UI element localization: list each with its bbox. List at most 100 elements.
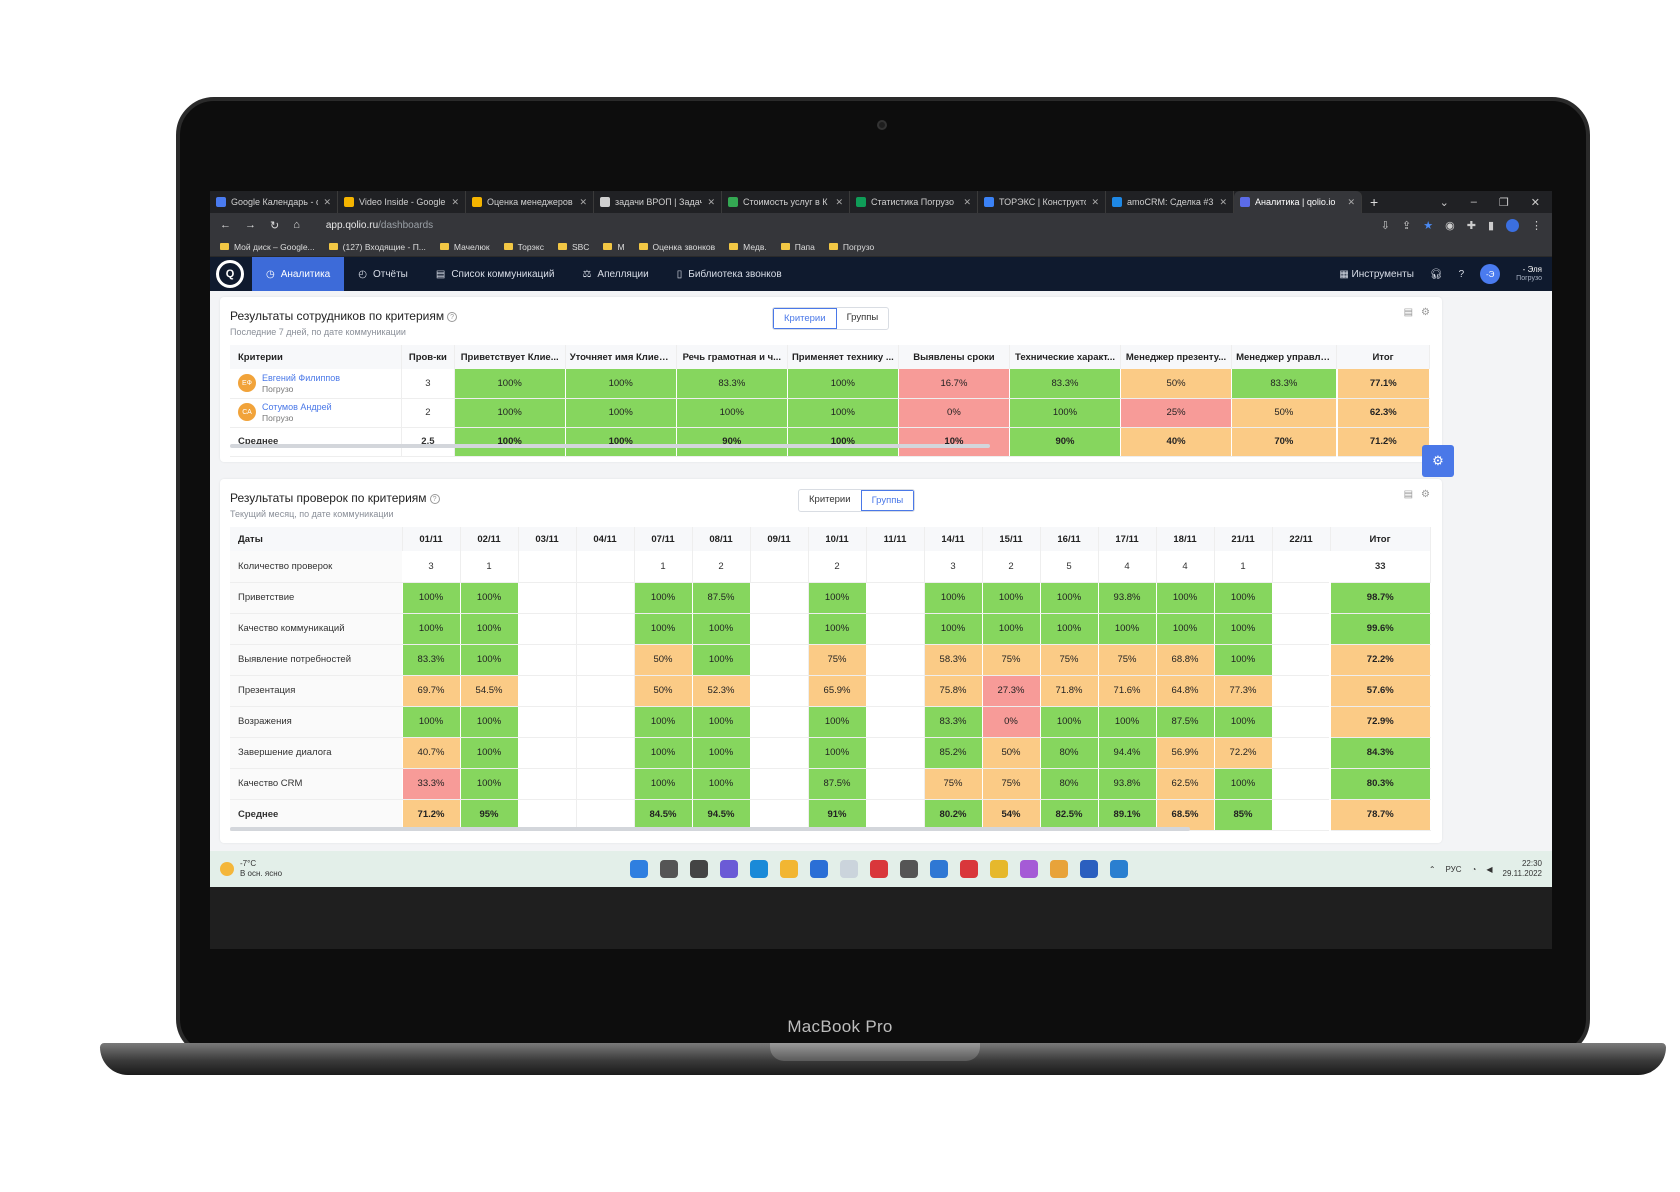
score-cell[interactable]: 72.2% [1214,737,1273,769]
taskbar-app-icon[interactable] [900,860,918,878]
column-header[interactable]: Выявлены сроки [898,345,1010,369]
browser-tab[interactable]: задачи ВРОП | Задач ✕ [594,191,722,213]
score-cell[interactable]: 50% [634,644,693,676]
column-header[interactable]: Критерии [230,345,403,369]
date-header[interactable]: 01/11 [402,527,461,551]
tab-close-icon[interactable]: ✕ [963,196,971,207]
score-cell[interactable]: 100% [808,706,867,738]
qolio-logo[interactable]: Q [216,260,244,288]
nav-item[interactable]: ⚖ Апелляции [568,257,662,291]
score-cell[interactable]: 87.5% [692,582,751,614]
tab-close-icon[interactable]: ✕ [451,196,459,207]
score-cell[interactable]: 100% [1040,613,1099,645]
score-cell[interactable]: 100% [1214,582,1273,614]
bookmark-item[interactable]: Торэкс [503,242,544,252]
date-header[interactable]: 10/11 [808,527,867,551]
tray-lang[interactable]: РУС [1445,864,1462,874]
score-cell[interactable]: 100% [982,613,1041,645]
score-cell[interactable]: 100% [692,768,751,800]
tab-close-icon[interactable]: ✕ [1219,196,1227,207]
taskbar-app-icon[interactable] [840,860,858,878]
employee-name[interactable]: Сотумов Андрей [262,402,332,412]
score-cell[interactable]: 100% [454,369,566,399]
score-cell[interactable]: 85.2% [924,737,983,769]
score-cell[interactable]: 100% [1156,613,1215,645]
browser-tab[interactable]: Video Inside - Google ✕ [338,191,466,213]
taskbar-app-icon[interactable] [660,860,678,878]
restore-icon[interactable]: ❐ [1498,196,1509,209]
score-cell[interactable]: 75% [982,644,1041,676]
employee-cell[interactable]: ЕФ Евгений Филиппов Погрузо [230,369,403,399]
date-header[interactable]: 17/11 [1098,527,1157,551]
taskbar-app-icon[interactable] [1080,860,1098,878]
tools-link[interactable]: ▦ Инструменты [1339,269,1414,280]
score-cell[interactable]: 100% [402,582,461,614]
date-header[interactable]: 11/11 [866,527,925,551]
column-header[interactable]: Технические характ... [1009,345,1122,369]
score-cell[interactable]: 83.3% [924,706,983,738]
score-cell[interactable]: 50% [1120,369,1233,399]
browser-tab[interactable]: Аналитика | qolio.io ✕ [1234,191,1362,213]
floating-settings-button[interactable]: ⚙ [1422,445,1454,477]
score-cell[interactable]: 77.3% [1214,675,1273,707]
score-cell[interactable]: 100% [982,582,1041,614]
score-cell[interactable]: 100% [565,398,677,428]
nav-item[interactable]: ▤ Список коммуникаций [422,257,569,291]
tab-close-icon[interactable]: ✕ [707,196,715,207]
forward-icon[interactable]: → [245,219,256,231]
score-cell[interactable]: 100% [634,737,693,769]
taskbar-app-icon[interactable] [690,860,708,878]
bookmark-item[interactable]: SBC [557,242,589,252]
score-cell[interactable]: 95% [460,799,519,831]
column-header[interactable]: Итог [1336,345,1430,369]
score-cell[interactable]: 56.9% [1156,737,1215,769]
score-cell[interactable]: 27.3% [982,675,1041,707]
score-cell[interactable]: 80.2% [924,799,983,831]
url-field[interactable]: app.qolio.ru/dashboards [326,220,433,231]
taskbar-app-icon[interactable] [930,860,948,878]
score-cell[interactable]: 75.8% [924,675,983,707]
wifi-icon[interactable]: ◔ [1471,864,1477,874]
taskbar-app-icon[interactable] [1020,860,1038,878]
score-cell[interactable]: 69.7% [402,675,461,707]
score-cell[interactable]: 100% [1214,768,1273,800]
date-header[interactable]: 14/11 [924,527,983,551]
score-cell[interactable]: 16.7% [898,369,1010,399]
score-cell[interactable]: 80% [1040,737,1099,769]
weather-widget[interactable]: -7°C В осн. ясно [210,859,570,878]
toggle-groups[interactable]: Группы [860,490,915,511]
column-header[interactable]: Применяет технику ... [787,345,899,369]
score-cell[interactable]: 100% [1156,582,1215,614]
score-cell[interactable]: 75% [808,644,867,676]
score-cell[interactable]: 100% [460,644,519,676]
extension-icon[interactable]: ◉ [1445,219,1455,232]
score-cell[interactable]: 93.8% [1098,582,1157,614]
score-cell[interactable]: 0% [982,706,1041,738]
score-cell[interactable]: 89.1% [1098,799,1157,831]
score-cell[interactable]: 71.6% [1098,675,1157,707]
score-cell[interactable]: 52.3% [692,675,751,707]
close-window-icon[interactable]: ✕ [1530,196,1540,209]
column-header[interactable]: Пров-ки [401,345,455,369]
score-cell[interactable]: 100% [924,582,983,614]
score-cell[interactable]: 54.5% [460,675,519,707]
toggle-groups[interactable]: Группы [846,312,879,323]
share-icon[interactable]: ⇪ [1402,219,1412,232]
new-tab-button[interactable]: + [1370,194,1379,210]
browser-tab[interactable]: ТОРЭКС | Конструкто ✕ [978,191,1106,213]
toggle-criteria[interactable]: Критерии [773,308,837,329]
home-icon[interactable]: ⌂ [293,219,300,231]
score-cell[interactable]: 75% [1040,644,1099,676]
score-cell[interactable]: 100% [460,737,519,769]
bookmark-item[interactable]: Погрузо [828,242,874,252]
nav-item[interactable]: ◴ Отчёты [344,257,422,291]
score-cell[interactable]: 100% [460,706,519,738]
score-cell[interactable]: 0% [898,398,1010,428]
bookmark-item[interactable]: Медв. [729,242,767,252]
score-cell[interactable]: 40.7% [402,737,461,769]
minimize-icon[interactable]: – [1470,195,1477,208]
bookmark-item[interactable]: M [603,242,625,252]
date-header[interactable]: 16/11 [1040,527,1099,551]
browser-tab[interactable]: Оценка менеджеров ✕ [466,191,594,213]
score-cell[interactable]: 83.3% [676,369,788,399]
